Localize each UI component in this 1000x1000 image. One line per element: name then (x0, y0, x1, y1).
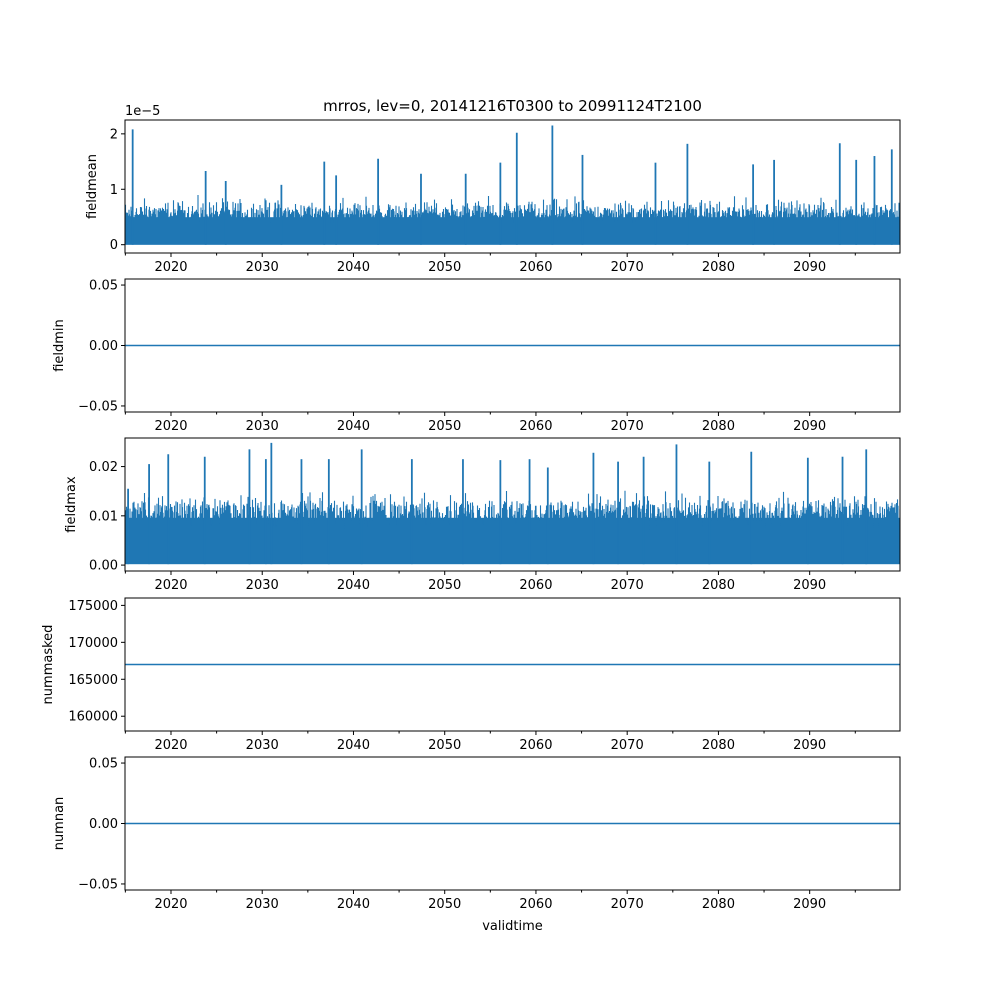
x-tick-label: 2080 (702, 260, 735, 275)
y-axis-label-nummasked: nummasked (41, 625, 56, 705)
x-tick-label: 2060 (519, 419, 552, 434)
y-tick-label: 1 (110, 183, 118, 198)
x-tick-label: 2020 (154, 419, 187, 434)
y-tick-label: 2 (110, 127, 118, 142)
x-tick-label: 2050 (428, 578, 461, 593)
x-tick-label: 2030 (246, 419, 279, 434)
y-axis-label-fieldmin: fieldmin (52, 319, 67, 372)
y-tick-label: 0.00 (89, 559, 118, 574)
subplot-numnan: 2020 2030 2040 2050 2060 2070 2080 2090 −0.05 0.0… (52, 756, 901, 912)
x-tick-label: 2030 (246, 578, 279, 593)
subplots: 2020 2030 2040 2050 2060 2070 2080 2090 0 1 2 field… (41, 104, 901, 912)
subplot-fieldmin: 2020 2030 2040 2050 2060 2070 2080 2090 −0.05 0.0… (52, 278, 901, 434)
x-tick-label: 2040 (337, 578, 370, 593)
x-tick-label: 2040 (337, 260, 370, 275)
x-tick-label: 2090 (793, 419, 826, 434)
y-tick-label: 0.00 (89, 339, 118, 354)
subplot-fieldmean: 2020 2030 2040 2050 2060 2070 2080 2090 0 1 2 field… (85, 104, 901, 275)
x-tick-label: 2030 (246, 260, 279, 275)
x-tick-label: 2060 (519, 578, 552, 593)
x-tick-label: 2020 (154, 578, 187, 593)
x-tick-label: 2020 (154, 897, 187, 912)
series-line-fieldmean (125, 195, 900, 245)
x-tick-label: 2090 (793, 260, 826, 275)
y-axis-label-numnan: numnan (52, 797, 67, 851)
figure-title: mrros, lev=0, 20141216T0300 to 20991124T… (323, 97, 702, 115)
x-tick-label: 2090 (793, 578, 826, 593)
y-tick-label: 0.00 (89, 817, 118, 832)
x-tick-label: 2020 (154, 260, 187, 275)
series-line-fieldmax (125, 490, 900, 565)
x-tick-label: 2040 (337, 738, 370, 753)
x-tick-label: 2030 (246, 738, 279, 753)
axes-frame-fieldmean (124, 119, 901, 254)
x-tick-label: 2070 (611, 419, 644, 434)
subplot-fieldmax: 2020 2030 2040 2050 2060 2070 2080 2090 0.00 0.01… (64, 437, 901, 593)
y-tick-label: 0.05 (89, 279, 118, 294)
x-tick-label: 2070 (611, 578, 644, 593)
x-tick-label: 2040 (337, 897, 370, 912)
x-tick-label: 2040 (337, 419, 370, 434)
y-tick-label: 0.05 (89, 757, 118, 772)
x-tick-label: 2050 (428, 897, 461, 912)
y-tick-label: 0.02 (89, 460, 118, 475)
y-offset-text: 1e−5 (125, 104, 160, 119)
axes-frame-nummasked (124, 597, 901, 732)
y-tick-label: 165000 (68, 673, 118, 688)
y-tick-label: −0.05 (78, 399, 118, 414)
y-tick-label: 175000 (68, 599, 118, 614)
x-tick-label: 2080 (702, 738, 735, 753)
x-tick-label: 2050 (428, 260, 461, 275)
x-tick-label: 2060 (519, 738, 552, 753)
y-tick-label: 160000 (68, 710, 118, 725)
x-tick-label: 2090 (793, 897, 826, 912)
y-tick-label: 0 (110, 238, 118, 253)
x-tick-label: 2060 (519, 897, 552, 912)
x-tick-label: 2020 (154, 738, 187, 753)
x-tick-label: 2080 (702, 419, 735, 434)
x-tick-label: 2030 (246, 897, 279, 912)
x-tick-label: 2070 (611, 738, 644, 753)
x-tick-label: 2090 (793, 738, 826, 753)
x-tick-label: 2050 (428, 419, 461, 434)
subplot-nummasked: 2020 2030 2040 2050 2060 2070 2080 2090 160000 16… (41, 597, 901, 753)
x-tick-label: 2070 (611, 260, 644, 275)
x-tick-label: 2070 (611, 897, 644, 912)
y-tick-label: 0.01 (89, 509, 118, 524)
x-tick-label: 2050 (428, 738, 461, 753)
y-axis-label-fieldmean: fieldmean (85, 154, 100, 219)
x-tick-label: 2080 (702, 897, 735, 912)
axes-frame-fieldmax (124, 437, 901, 572)
y-tick-label: 170000 (68, 636, 118, 651)
y-tick-label: −0.05 (78, 877, 118, 892)
x-tick-label: 2060 (519, 260, 552, 275)
y-axis-label-fieldmax: fieldmax (64, 476, 79, 533)
x-tick-label: 2080 (702, 578, 735, 593)
x-axis-label: validtime (482, 919, 543, 934)
